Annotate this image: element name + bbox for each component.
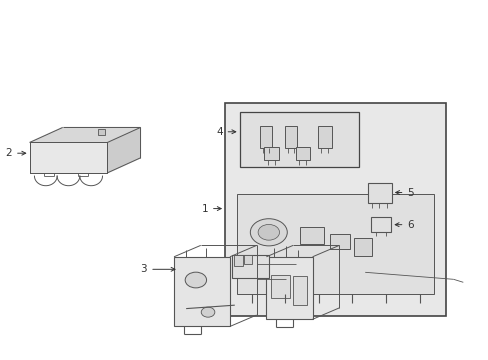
Bar <box>98 129 105 135</box>
Bar <box>264 147 278 160</box>
Polygon shape <box>107 127 140 173</box>
Bar <box>329 234 349 249</box>
Circle shape <box>258 224 279 240</box>
Bar <box>295 147 309 160</box>
Bar <box>239 112 358 167</box>
Bar <box>174 257 229 327</box>
Bar <box>224 103 446 316</box>
Bar <box>368 183 391 203</box>
Bar <box>353 238 372 256</box>
Bar <box>266 257 312 319</box>
Circle shape <box>250 219 287 246</box>
Bar <box>300 227 323 244</box>
Bar <box>237 194 433 294</box>
Text: 1: 1 <box>201 203 221 213</box>
Bar <box>370 217 390 232</box>
Bar <box>284 126 296 148</box>
Text: 4: 4 <box>216 127 235 137</box>
Bar <box>30 143 107 173</box>
Polygon shape <box>30 127 140 143</box>
Bar <box>317 126 331 148</box>
Bar <box>244 255 251 264</box>
Text: 6: 6 <box>394 220 413 230</box>
Bar <box>271 275 289 298</box>
Bar <box>260 126 272 148</box>
Text: 5: 5 <box>395 188 413 198</box>
Circle shape <box>201 307 214 317</box>
Text: 2: 2 <box>5 148 26 158</box>
Bar <box>233 255 242 266</box>
Circle shape <box>185 272 206 288</box>
Bar <box>232 255 268 278</box>
Text: 3: 3 <box>141 264 175 274</box>
Bar <box>292 276 306 305</box>
